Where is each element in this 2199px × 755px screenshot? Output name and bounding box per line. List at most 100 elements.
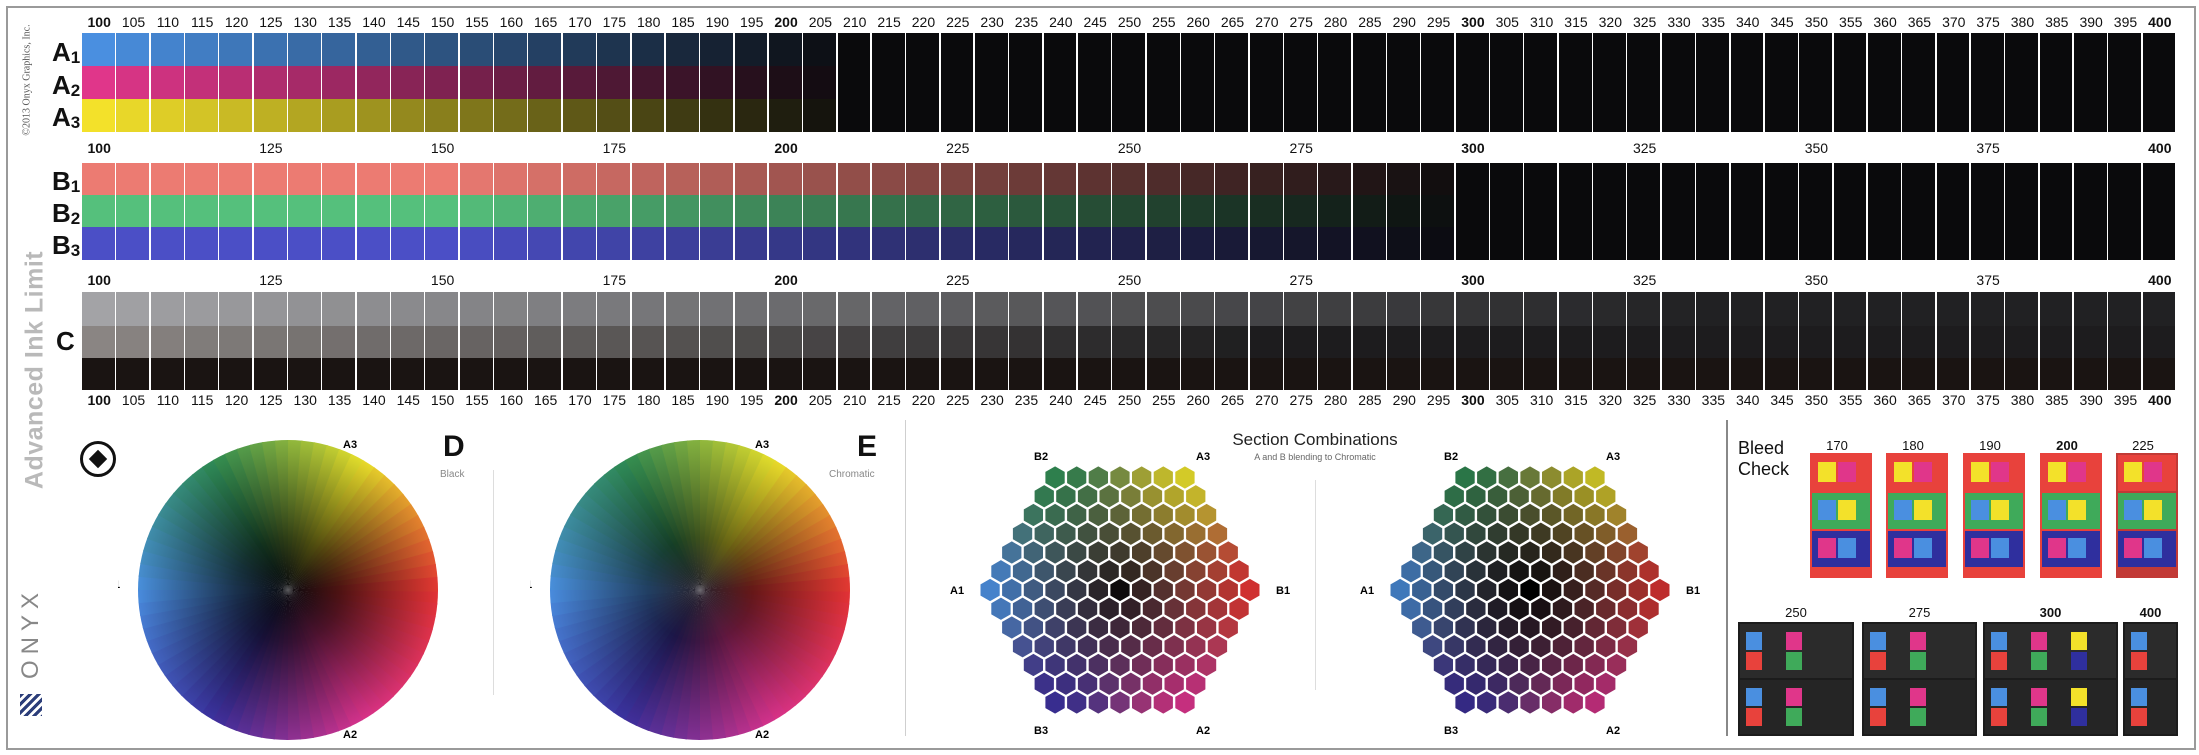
scale-tick: 230 bbox=[980, 14, 1004, 30]
strip-b3-cell bbox=[459, 227, 493, 260]
strip-a3-cell bbox=[1284, 99, 1317, 132]
hex-cell bbox=[1055, 634, 1077, 659]
hex-label-b1: B1 bbox=[1686, 585, 1700, 597]
strip-a3-cell bbox=[1902, 99, 1936, 132]
strip-a2-cell bbox=[1421, 66, 1455, 99]
strip-a3-cell bbox=[1249, 99, 1283, 132]
strip-a1-cell bbox=[425, 33, 459, 66]
strip-a1-cell bbox=[803, 33, 837, 66]
strip-b1-cell bbox=[1936, 163, 1970, 195]
strip-c-mid-cell bbox=[1490, 326, 1523, 358]
strip-b2-cell bbox=[1181, 195, 1214, 227]
strip-c-top-cell bbox=[768, 292, 802, 326]
strip-a1-cell bbox=[1558, 33, 1592, 66]
hex-cell bbox=[1066, 690, 1088, 715]
hex-cell bbox=[1185, 559, 1207, 584]
bleed-chip bbox=[1914, 500, 1932, 520]
hex-cell bbox=[1001, 615, 1023, 640]
hex-cell bbox=[1595, 521, 1617, 546]
strip-a1-cell bbox=[1867, 33, 1901, 66]
hex-cell bbox=[1077, 596, 1099, 621]
strip-c-bot-cell bbox=[940, 358, 974, 390]
hex-cell bbox=[1443, 671, 1465, 696]
hex-cell bbox=[1595, 559, 1617, 584]
strip-b2-cell bbox=[940, 195, 974, 227]
scale-tick: 350 bbox=[1804, 392, 1829, 408]
hex-cell bbox=[1217, 540, 1239, 565]
hex-cell bbox=[1562, 690, 1584, 715]
strip-b1-cell bbox=[1490, 163, 1523, 195]
strip-c-bot-cell bbox=[1009, 358, 1043, 390]
scale-tick: 150 bbox=[430, 392, 455, 408]
hex-cell bbox=[1487, 671, 1509, 696]
wheel-segment bbox=[288, 493, 412, 590]
strip-a1-cell bbox=[2108, 33, 2142, 66]
strip-a1-cell bbox=[734, 33, 768, 66]
scale-tick: 275 bbox=[1289, 14, 1313, 30]
hex-label-b1: B1 bbox=[1276, 585, 1290, 597]
strip-b1-cell bbox=[1146, 163, 1180, 195]
strip-c-top-cell bbox=[837, 292, 871, 326]
strip-a1-cell bbox=[82, 33, 115, 66]
hex-cell bbox=[1422, 521, 1443, 546]
strip-c-mid-cell bbox=[459, 326, 493, 358]
scale-tick: 265 bbox=[1220, 392, 1245, 408]
strip-c-bot-cell bbox=[1043, 358, 1077, 390]
hex-cell bbox=[1530, 484, 1552, 509]
strip-c-top-cell bbox=[665, 292, 699, 326]
hex-cell bbox=[1152, 577, 1174, 603]
hex-cell bbox=[1141, 559, 1163, 584]
wheel-segment bbox=[286, 590, 302, 740]
strip-c-top-cell bbox=[2142, 292, 2176, 326]
scale-tick: 165 bbox=[533, 392, 558, 408]
hex-cell bbox=[1541, 540, 1563, 565]
strip-c-top-cell bbox=[1558, 292, 1592, 326]
wheel-segment bbox=[700, 454, 777, 590]
strip-b1-cell bbox=[631, 163, 665, 195]
hex-cell bbox=[1487, 484, 1509, 509]
strip-b2-cell bbox=[185, 195, 218, 227]
scale-tick: 155 bbox=[465, 392, 489, 408]
strip-a1-cell bbox=[322, 33, 356, 66]
hex-cell bbox=[1476, 690, 1498, 715]
hex-cell bbox=[1055, 596, 1077, 621]
wheel-segment bbox=[146, 590, 288, 654]
scale-tick: 275 bbox=[1289, 140, 1313, 156]
strip-b2-cell bbox=[1387, 195, 1420, 227]
wheel-label-a1: A1 bbox=[530, 579, 532, 591]
strip-a1-cell bbox=[2005, 33, 2039, 66]
strip-b3-cell bbox=[1799, 227, 1833, 260]
wheel-segment bbox=[140, 590, 288, 629]
hex-cell bbox=[1206, 596, 1228, 621]
strip-b3-cell bbox=[1318, 227, 1352, 260]
wheel-segment bbox=[288, 590, 375, 721]
strip-c-bot-cell bbox=[1077, 358, 1111, 390]
hex-cell bbox=[1174, 652, 1196, 678]
strip-c-mid-cell bbox=[1524, 326, 1558, 358]
bleed-column-head: 190 bbox=[1979, 438, 2001, 453]
strip-c-bot-cell bbox=[1730, 358, 1764, 390]
strip-a1-cell bbox=[1387, 33, 1420, 66]
strip-c-mid-cell bbox=[803, 326, 837, 358]
strip-a2-cell bbox=[1112, 66, 1146, 99]
strip-c-mid-cell bbox=[425, 326, 459, 358]
strip-c-top-cell bbox=[1593, 292, 1626, 326]
strip-a2-cell bbox=[528, 66, 562, 99]
wheel-segment bbox=[700, 576, 850, 592]
strip-b2-cell bbox=[1490, 195, 1523, 227]
hex-cell bbox=[1228, 559, 1250, 584]
wheel-segment bbox=[224, 448, 288, 590]
scale-tick: 335 bbox=[1701, 14, 1726, 30]
scale-tick: 200 bbox=[774, 272, 798, 288]
hex-cell bbox=[1541, 465, 1563, 490]
strip-a2-cell bbox=[1696, 66, 1730, 99]
strip-a1-cell bbox=[253, 33, 287, 66]
hex-cell bbox=[1551, 671, 1573, 696]
scale-tick: 150 bbox=[430, 272, 455, 288]
wheel-segment bbox=[698, 590, 714, 740]
hex-cell bbox=[1109, 465, 1131, 490]
strip-c-bot-cell bbox=[1215, 358, 1249, 390]
scale-tick: 235 bbox=[1014, 14, 1039, 30]
scale-tick: 180 bbox=[636, 14, 661, 30]
